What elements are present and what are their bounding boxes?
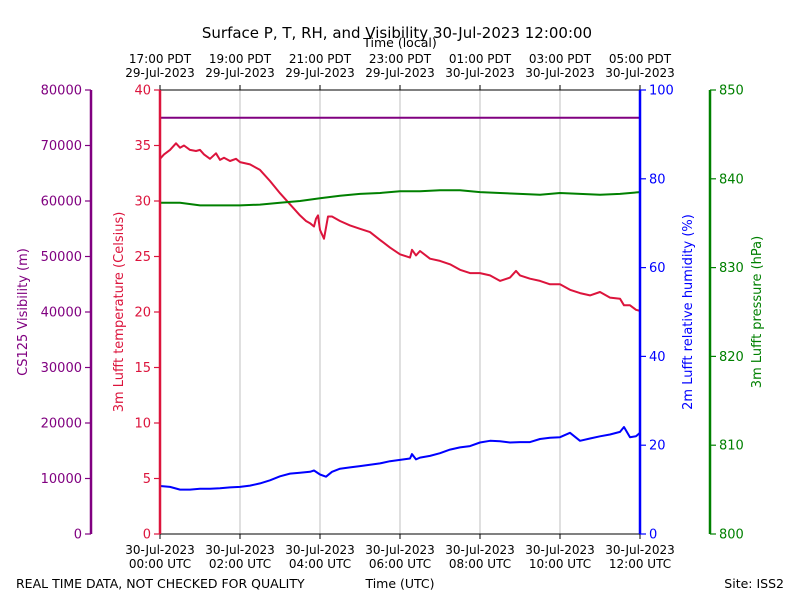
temperature-axis-label: 3m Lufft temperature (Celsius) (112, 212, 127, 413)
top-tick-label-time: 19:00 PDT (209, 52, 272, 66)
visibility-tick-label: 20000 (41, 417, 82, 432)
top-tick-label-date: 30-Jul-2023 (605, 66, 675, 80)
bottom-axis-label: Time (UTC) (364, 576, 434, 591)
top-tick-label-date: 30-Jul-2023 (445, 66, 515, 80)
pressure-tick-label: 810 (719, 439, 744, 454)
humidity-tick-label: 100 (649, 84, 674, 99)
series-line-temperature (159, 142, 641, 312)
temperature-tick-label: 20 (134, 306, 151, 321)
top-tick-label-date: 30-Jul-2023 (525, 66, 595, 80)
humidity-tick-label: 40 (649, 350, 666, 365)
temperature-tick-label: 35 (134, 139, 151, 154)
temperature-tick-label: 5 (143, 472, 151, 487)
temperature-tick-label: 15 (134, 361, 151, 376)
top-tick-label-time: 21:00 PDT (289, 52, 352, 66)
series-group (159, 116, 641, 491)
series-line-pressure (160, 189, 641, 207)
temperature-tick-label: 30 (134, 195, 151, 210)
footer-site-label: Site: ISS2 (724, 576, 784, 591)
pressure-tick-label: 840 (719, 172, 744, 187)
top-tick-label-time: 05:00 PDT (609, 52, 672, 66)
top-tick-label-time: 03:00 PDT (529, 52, 592, 66)
pressure-axis-label: 3m Lufft pressure (hPa) (750, 236, 765, 388)
top-tick-label-date: 29-Jul-2023 (285, 66, 355, 80)
humidity-tick-label: 60 (649, 261, 666, 276)
top-tick-label-date: 29-Jul-2023 (125, 66, 195, 80)
visibility-axis-label: CS125 Visibility (m) (16, 248, 31, 376)
x-tick-label-time: 06:00 UTC (369, 557, 431, 571)
x-tick-label-time: 10:00 UTC (529, 557, 591, 571)
temperature-tick-label: 0 (143, 528, 151, 543)
visibility-tick-label: 30000 (41, 361, 82, 376)
top-tick-label-time: 17:00 PDT (129, 52, 192, 66)
x-tick-label-date: 30-Jul-2023 (205, 543, 275, 557)
x-tick-label-date: 30-Jul-2023 (605, 543, 675, 557)
visibility-tick-label: 60000 (41, 195, 82, 210)
temperature-tick-label: 25 (134, 250, 151, 265)
humidity-tick-label: 0 (649, 528, 657, 543)
x-tick-label-date: 30-Jul-2023 (525, 543, 595, 557)
x-tick-label-date: 30-Jul-2023 (285, 543, 355, 557)
x-tick-label-time: 08:00 UTC (449, 557, 511, 571)
x-tick-label-time: 12:00 UTC (609, 557, 671, 571)
top-tick-label-time: 01:00 PDT (449, 52, 512, 66)
pressure-tick-label: 820 (719, 350, 744, 365)
visibility-tick-label: 70000 (41, 139, 82, 154)
grid-lines (239, 90, 561, 534)
x-tick-label-time: 00:00 UTC (129, 557, 191, 571)
top-tick-label-time: 23:00 PDT (369, 52, 432, 66)
pressure-tick-label: 850 (719, 84, 744, 99)
pressure-tick-label: 830 (719, 261, 744, 276)
visibility-tick-label: 50000 (41, 250, 82, 265)
temperature-tick-label: 10 (134, 417, 151, 432)
humidity-axis-label: 2m Lufft relative humidity (%) (681, 214, 696, 410)
x-tick-label-date: 30-Jul-2023 (365, 543, 435, 557)
top-axis-label: Time (local) (362, 35, 436, 50)
series-line-humidity (159, 426, 641, 491)
top-tick-label-date: 29-Jul-2023 (205, 66, 275, 80)
visibility-tick-label: 10000 (41, 472, 82, 487)
humidity-tick-label: 20 (649, 439, 666, 454)
x-tick-label-time: 04:00 UTC (289, 557, 351, 571)
x-tick-label-date: 30-Jul-2023 (445, 543, 515, 557)
chart-title: Surface P, T, RH, and Visibility 30-Jul-… (202, 24, 592, 42)
x-tick-label-time: 02:00 UTC (209, 557, 271, 571)
pressure-tick-label: 800 (719, 528, 744, 543)
temperature-tick-label: 40 (134, 84, 151, 99)
visibility-tick-label: 40000 (41, 306, 82, 321)
visibility-tick-label: 0 (74, 528, 82, 543)
top-tick-label-date: 29-Jul-2023 (365, 66, 435, 80)
footer-quality-note: REAL TIME DATA, NOT CHECKED FOR QUALITY (16, 576, 305, 591)
x-tick-label-date: 30-Jul-2023 (125, 543, 195, 557)
humidity-tick-label: 80 (649, 172, 666, 187)
visibility-tick-label: 80000 (41, 84, 82, 99)
